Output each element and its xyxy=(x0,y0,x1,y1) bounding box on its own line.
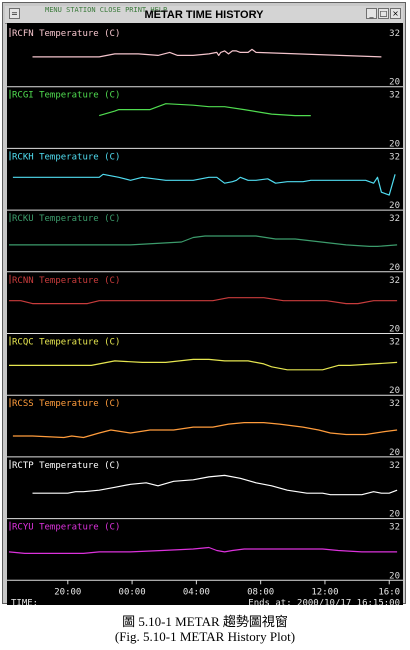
x-tick-label: 12:00 xyxy=(311,587,338,597)
y-tick-bottom: 20 xyxy=(389,448,400,458)
plot-area: RCFN Temperature (C) 32 20 RCGI Temperature… xyxy=(7,23,403,605)
maximize-icon[interactable]: □ xyxy=(378,8,389,19)
series-line xyxy=(99,103,311,117)
temperature-charts: RCFN Temperature (C) 32 20 RCGI Temperature… xyxy=(7,28,403,605)
title-bar[interactable]: MENU STATION CLOSE PRINT HELP = METAR TI… xyxy=(5,6,403,24)
series-line xyxy=(9,235,398,247)
panel-title: RCNN Temperature (C) xyxy=(12,276,120,286)
panel-title: RCTP Temperature (C) xyxy=(12,461,120,471)
figure-caption-english: (Fig. 5.10-1 METAR History Plot) xyxy=(114,629,296,644)
close-icon[interactable]: × xyxy=(390,8,401,19)
y-tick-top: 32 xyxy=(389,91,400,101)
time-label: TIME: xyxy=(11,598,38,605)
panel-title: RCSS Temperature (C) xyxy=(12,399,120,409)
x-tick-label: 00:00 xyxy=(119,587,146,597)
y-tick-top: 32 xyxy=(389,338,400,348)
y-tick-bottom: 20 xyxy=(389,325,400,335)
x-tick-label: 08:00 xyxy=(247,587,274,597)
panel-title: RCQC Temperature (C) xyxy=(12,338,120,348)
y-tick-bottom: 20 xyxy=(389,139,400,149)
ends-at-label: Ends at: 2000/10/17 16:15:00 xyxy=(248,598,400,605)
y-tick-top: 32 xyxy=(389,276,400,286)
y-tick-bottom: 20 xyxy=(389,78,400,88)
series-line xyxy=(9,297,398,305)
window-menu-icon[interactable]: = xyxy=(9,8,20,19)
minimize-icon[interactable]: _ xyxy=(366,8,377,19)
series-line xyxy=(32,48,382,58)
window-title: METAR TIME HISTORY xyxy=(144,9,264,21)
x-tick-label: 04:00 xyxy=(183,587,210,597)
menu-strip: MENU STATION CLOSE PRINT HELP xyxy=(45,6,168,14)
series-line xyxy=(9,358,398,371)
panel-title: RCYU Temperature (C) xyxy=(12,523,120,533)
panel-title: RCFN Temperature (C) xyxy=(12,29,120,39)
metar-window: MENU STATION CLOSE PRINT HELP = METAR TI… xyxy=(2,2,406,605)
x-tick-label: 16:0 xyxy=(378,587,400,597)
y-tick-top: 32 xyxy=(389,152,400,162)
series-line xyxy=(32,474,398,496)
y-tick-bottom: 20 xyxy=(389,386,400,396)
x-tick-label: 20:00 xyxy=(54,587,81,597)
series-line xyxy=(12,173,396,196)
y-tick-top: 32 xyxy=(389,461,400,471)
y-tick-bottom: 20 xyxy=(389,571,400,581)
y-tick-top: 32 xyxy=(389,214,400,224)
panel-title: RCGI Temperature (C) xyxy=(12,91,120,101)
series-line xyxy=(12,422,398,439)
y-tick-top: 32 xyxy=(389,523,400,533)
panel-title: RCKH Temperature (C) xyxy=(12,152,120,162)
y-tick-bottom: 20 xyxy=(389,510,400,520)
panel-title: RCKU Temperature (C) xyxy=(12,214,120,224)
y-tick-bottom: 20 xyxy=(389,201,400,211)
series-line xyxy=(8,546,398,555)
figure-caption-chinese: 圖 5.10-1 METAR 趨勢圖視窗 xyxy=(122,614,288,629)
y-tick-top: 32 xyxy=(389,399,400,409)
y-tick-bottom: 20 xyxy=(389,263,400,273)
y-tick-top: 32 xyxy=(389,29,400,39)
